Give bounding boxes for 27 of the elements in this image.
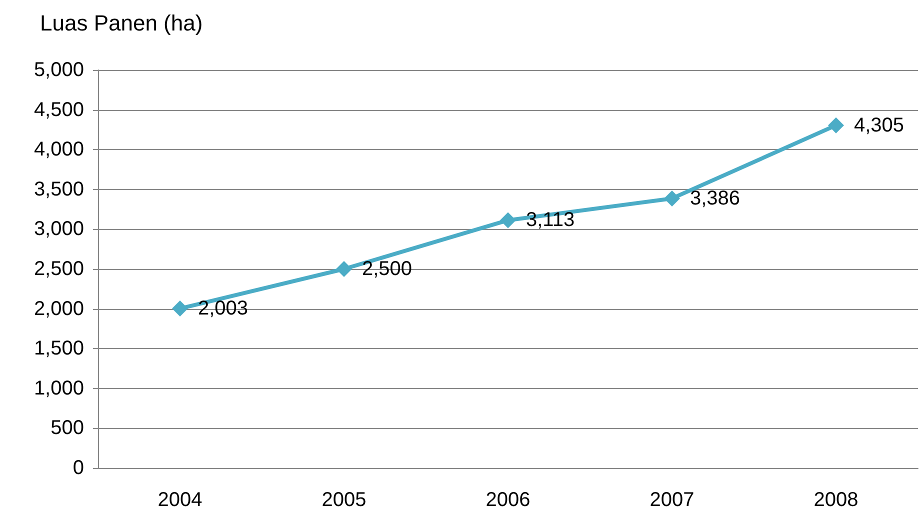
y-tick-label: 2,500 xyxy=(34,258,84,280)
y-tick-label: 4,000 xyxy=(34,138,84,161)
x-tick-label: 2004 xyxy=(158,489,202,511)
y-tick-label: 2,000 xyxy=(34,298,84,320)
y-tick-label: 500 xyxy=(50,417,84,440)
point xyxy=(336,261,352,277)
x-tick-label: 2005 xyxy=(322,489,366,511)
y-tick-label: 3,000 xyxy=(34,218,84,240)
point xyxy=(664,190,680,206)
x-tick-label: 2008 xyxy=(814,489,858,511)
y-tick-label: 5,000 xyxy=(34,59,84,81)
y-tick-label: 4,500 xyxy=(34,98,84,121)
text: 3,113 xyxy=(526,209,575,232)
point xyxy=(500,212,516,228)
text: 3,386 xyxy=(690,187,740,210)
text: 2,500 xyxy=(362,258,412,280)
y-tick-label: 1,500 xyxy=(34,338,84,360)
point xyxy=(828,117,844,134)
y-tick-label: 1,000 xyxy=(34,377,84,400)
y-tick-label: 3,500 xyxy=(34,178,84,200)
point xyxy=(172,300,188,317)
y-tick-label: 0 xyxy=(72,457,84,479)
x-tick-label: 2006 xyxy=(486,489,530,511)
text: 2,003 xyxy=(198,298,248,320)
x-tick-label: 2007 xyxy=(650,489,694,511)
text: 4,305 xyxy=(854,114,904,136)
y-axis-title: Luas Panen (ha) xyxy=(40,10,203,36)
